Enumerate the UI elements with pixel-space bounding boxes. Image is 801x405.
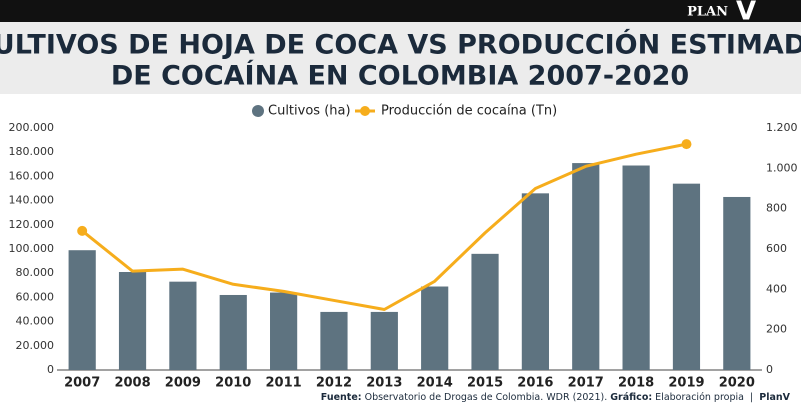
- x-tick-label: 2013: [366, 376, 402, 391]
- y-tick-label: 80.000: [16, 266, 55, 279]
- y2-tick-label: 1.000: [766, 161, 798, 174]
- line-end-dot: [77, 225, 88, 236]
- chart-title: CULTIVOS DE HOJA DE COCA VS PRODUCCIÓN E…: [0, 29, 801, 61]
- y-tick-label: 40.000: [16, 315, 55, 328]
- y-tick-label: 20.000: [16, 339, 55, 352]
- y-tick-label: 180.000: [9, 145, 55, 158]
- bar: [723, 196, 751, 370]
- legend-label: Cultivos (ha): [268, 104, 351, 119]
- y2-tick-label: 800: [766, 202, 787, 215]
- bar: [672, 183, 701, 370]
- x-tick-label: 2017: [568, 376, 604, 391]
- bar: [421, 286, 449, 370]
- x-tick-label: 2016: [517, 376, 553, 391]
- x-tick-label: 2015: [467, 376, 503, 391]
- source-note: Fuente: Observatorio de Drogas de Colomb…: [321, 392, 791, 403]
- y-tick-label: 140.000: [9, 194, 55, 207]
- y2-tick-label: 600: [766, 242, 787, 255]
- header-bar: [0, 0, 801, 22]
- bar: [270, 292, 298, 370]
- y2-tick-label: 0: [766, 363, 773, 376]
- line-end-dot: [681, 139, 692, 150]
- y2-tick-label: 200: [766, 323, 787, 336]
- x-tick-label: 2014: [417, 376, 453, 391]
- x-tick-label: 2020: [719, 376, 755, 391]
- x-tick-label: 2009: [165, 376, 201, 391]
- source-part: Fuente:: [321, 392, 362, 403]
- y-tick-label: 0: [47, 363, 54, 376]
- y-tick-label: 200.000: [9, 121, 55, 134]
- x-tick-label: 2010: [215, 376, 251, 391]
- y-tick-label: 160.000: [9, 169, 55, 182]
- source-part: Gráfico:: [610, 392, 652, 403]
- bar: [622, 165, 650, 370]
- bar: [370, 311, 398, 370]
- line: [81, 142, 687, 311]
- bar: [471, 253, 499, 370]
- chart-title: DE COCAÍNA EN COLOMBIA 2007-2020: [111, 60, 689, 92]
- x-tick-label: 2007: [64, 376, 100, 391]
- bar: [118, 271, 147, 370]
- y-tick-label: 60.000: [16, 290, 55, 303]
- bar: [320, 311, 348, 370]
- y-tick-label: 100.000: [9, 242, 55, 255]
- title-area: [0, 22, 801, 94]
- legend-label: Producción de cocaína (Tn): [381, 104, 557, 119]
- x-tick-label: 2018: [618, 376, 654, 391]
- source-part: PlanV: [759, 392, 790, 403]
- x-tick-label: 2012: [316, 376, 352, 391]
- y-tick-label: 120.000: [9, 218, 55, 231]
- legend-swatch: [252, 105, 264, 117]
- brand-name: PLAN: [687, 5, 728, 20]
- source-part: Observatorio de Drogas de Colombia. WDR …: [362, 392, 611, 403]
- bar: [68, 250, 96, 370]
- bar: [169, 281, 197, 370]
- brand-mark: V: [736, 0, 756, 27]
- source-part: Elaboración propia |: [652, 392, 759, 403]
- y2-tick-label: 1.200: [766, 121, 798, 134]
- y2-tick-label: 400: [766, 282, 787, 295]
- x-tick-label: 2019: [668, 376, 704, 391]
- bar: [521, 193, 549, 370]
- bar: [572, 163, 600, 370]
- bar: [219, 294, 247, 370]
- x-tick-label: 2008: [114, 376, 150, 391]
- legend-swatch: [360, 106, 370, 116]
- x-tick-label: 2011: [266, 376, 302, 391]
